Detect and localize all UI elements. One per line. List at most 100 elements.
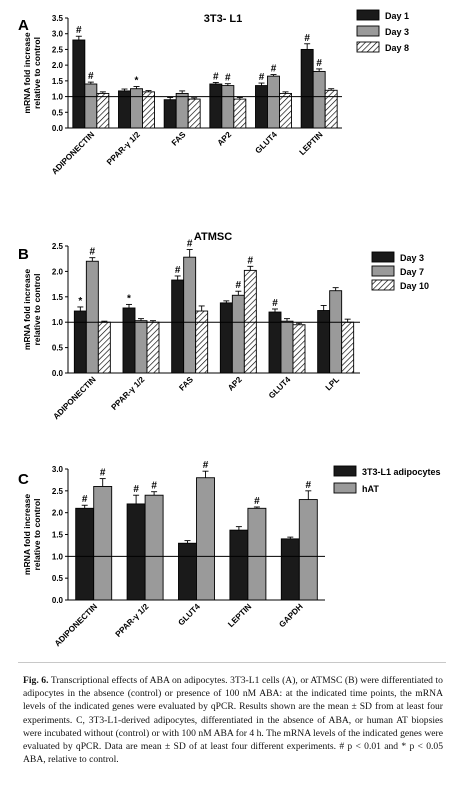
panel-a-legend-swatch [356, 41, 380, 53]
panel-c-y-tick-label: 3.0 [52, 465, 64, 474]
panel-b-y-tick-label: 1.0 [52, 318, 64, 327]
panel-a-bar [142, 91, 155, 129]
panel-a-legend-label: Day 1 [385, 11, 409, 21]
panel-b-category-label: GLUT4 [267, 375, 293, 401]
panel-c-category-label: LEPTIN [226, 602, 253, 629]
panel-b-bar [146, 321, 160, 374]
panel-a-bar [255, 85, 268, 129]
panel-c-letter: C [18, 471, 29, 488]
panel-b-category-label: AP2 [226, 375, 244, 393]
panel-c-significance-mark: # [203, 460, 209, 471]
panel-b-bar [195, 310, 209, 374]
panel-b-significance-mark: * [127, 293, 131, 304]
panel-b-bar [171, 279, 185, 374]
panel-a-bar [279, 92, 292, 129]
panel-a-significance-mark: # [213, 71, 219, 82]
panel-b-legend-swatch [371, 251, 395, 263]
panel-b-bar [268, 311, 282, 374]
panel-b-bar [122, 307, 136, 374]
caption-label: Fig. 6. [23, 675, 49, 686]
panel-b-category-label: LPL [324, 375, 341, 392]
panel-b-y-tick-label: 2.5 [52, 242, 64, 251]
panel-b-bar [243, 269, 257, 374]
panel-a-legend-swatch [356, 25, 380, 37]
panel-c-bar [196, 477, 215, 601]
panel-b-bar [317, 310, 331, 374]
panel-b-significance-mark: # [248, 255, 254, 266]
figure-caption: Fig. 6. Transcriptional effects of ABA o… [23, 674, 443, 766]
panel-c-bar [298, 499, 318, 601]
panel-a-significance-mark: # [259, 72, 265, 83]
panel-b-legend-label: Day 7 [400, 267, 424, 277]
panel-b-bar [73, 310, 87, 374]
panel-b-y-tick-label: 1.5 [52, 293, 64, 302]
panel-c-bar [229, 529, 249, 601]
panel-b-title: ATMSC [194, 231, 232, 243]
panel-b-significance-mark: # [187, 239, 193, 250]
panel-a-category-label: LEPTIN [298, 130, 325, 157]
panel-c-category-label: ADIPONECTIN [53, 602, 99, 648]
panel-c-bar [126, 503, 146, 601]
panel-b-bar [292, 324, 306, 374]
panel-a-significance-mark: # [76, 25, 82, 36]
panel-b-chart: B ATMSC mRNA fold increaserelative to cont… [18, 231, 429, 421]
panel-a-category-label: FAS [170, 130, 188, 148]
panel-a-category-label: PPAR-γ 1/2 [105, 130, 142, 167]
panel-a-legend-swatch [356, 9, 380, 21]
panel-a-bar [187, 98, 201, 129]
panel-a-bar [312, 70, 326, 129]
panel-b-legend-swatch [371, 279, 395, 291]
panel-a-legend-label: Day 3 [385, 27, 409, 37]
panel-b-y-tick-label: 0.5 [52, 344, 64, 353]
panel-b-category-label: PPAR-γ 1/2 [110, 375, 147, 412]
panel-c-significance-mark: # [82, 494, 88, 505]
panel-a-significance-mark: # [271, 64, 277, 75]
panel-b-legend-label: Day 10 [400, 281, 429, 291]
panel-a-y-tick-label: 1.0 [52, 93, 64, 102]
panel-a-y-tick-label: 2.0 [52, 61, 64, 70]
panel-c-legend-label: hAT [362, 484, 379, 494]
caption-text: Transcriptional effects of ABA on adipoc… [23, 675, 443, 766]
figure: A 3T3- L1 mRNA fold increaserelative to co… [18, 9, 441, 648]
panel-b-y-axis-label: mRNA fold increaserelative to control [22, 269, 42, 351]
panel-a-y-tick-label: 3.0 [52, 30, 64, 39]
panel-b-bar [183, 256, 197, 374]
panel-b-bar [329, 290, 343, 374]
panel-c-significance-mark: # [306, 480, 312, 491]
panel-a-significance-mark: # [88, 71, 94, 82]
panel-c-bar [280, 538, 300, 601]
panel-c-significance-mark: # [133, 484, 139, 495]
panel-a-category-label: AP2 [216, 130, 234, 148]
panel-b-significance-mark: # [272, 298, 278, 309]
panel-b-y-tick-label: 0.0 [52, 369, 64, 378]
panel-c-category-label: PPAR-γ 1/2 [114, 602, 151, 639]
panel-b-significance-mark: * [78, 296, 82, 307]
panel-a-y-tick-label: 0.0 [52, 124, 64, 133]
panel-b-y-tick-label: 2.0 [52, 267, 64, 276]
panel-c-bar [75, 507, 95, 601]
panel-c-significance-mark: # [151, 481, 157, 492]
panel-a-y-tick-label: 2.5 [52, 45, 64, 54]
panel-a-bar [175, 92, 189, 129]
panel-c-bar [247, 507, 267, 601]
panel-c-y-tick-label: 1.0 [52, 552, 64, 561]
panel-b-significance-mark: # [236, 280, 242, 291]
panel-b-bar [134, 320, 148, 374]
panel-c-y-tick-label: 0.5 [52, 574, 64, 583]
panel-b-bar [219, 302, 233, 374]
panel-a-category-label: ADIPONECTIN [50, 130, 96, 176]
panel-a-title: 3T3- L1 [204, 13, 243, 25]
panel-a-bar [221, 85, 235, 129]
panel-a-bar [233, 98, 247, 129]
panel-a-bar [300, 48, 314, 129]
panel-c-significance-mark: # [100, 468, 106, 479]
panel-a-letter: A [18, 17, 29, 34]
panel-c-y-tick-label: 0.0 [52, 596, 64, 605]
panel-a-bar [72, 39, 86, 129]
panel-c-category-label: GAPDH [277, 602, 304, 629]
panel-a-bar [130, 88, 143, 129]
panel-c-y-axis-label: mRNA fold increaserelative to control [22, 494, 42, 576]
panel-b-bar [341, 321, 355, 374]
panel-b-bar [280, 320, 294, 374]
